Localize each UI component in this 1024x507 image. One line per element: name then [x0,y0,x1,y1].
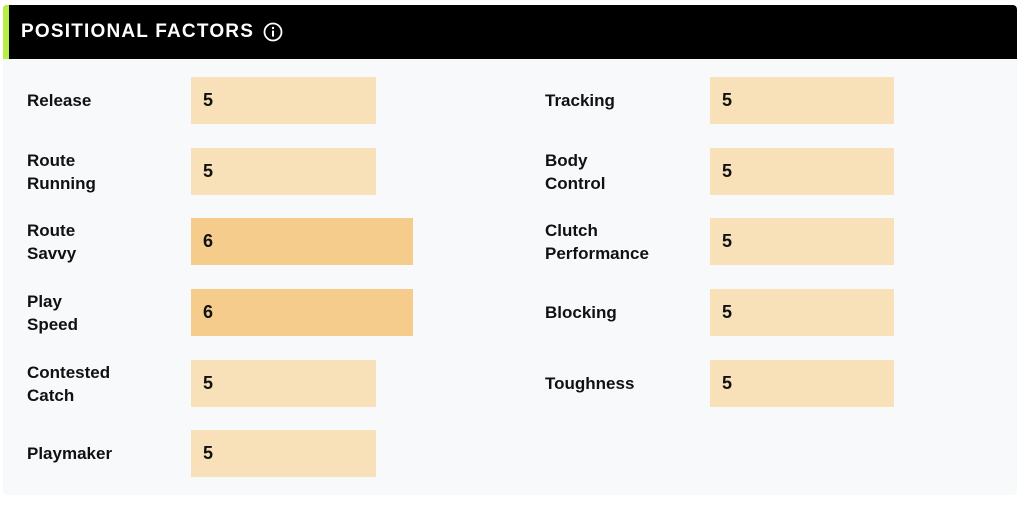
factor-value-bar: 6 [191,218,413,265]
accent-bar [3,5,9,59]
factor-value-bar: 5 [191,77,376,124]
factor-value-bar: 5 [710,289,894,336]
factor-label: Route Running [27,150,96,193]
factor-label: Release [27,91,92,110]
factor-label: Body Control [545,150,606,193]
factor-label: Blocking [545,303,617,322]
factor-label: Toughness [545,374,635,393]
factor-label: Route Savvy [27,220,77,263]
info-circle-icon[interactable] [263,22,283,42]
factor-value-bar: 5 [710,148,894,195]
factor-value-bar: 5 [191,430,376,477]
factor-label: Tracking [545,91,615,110]
factor-value-bar: 5 [191,360,376,407]
positional-factors-panel: POSITIONAL FACTORS Release 5 Route Runni… [3,5,1017,495]
factor-value-bar: 5 [710,360,894,407]
factor-value-bar: 6 [191,289,413,336]
factor-value-bar: 5 [710,77,894,124]
factor-label: Play Speed [27,291,79,334]
factor-value-bar: 5 [191,148,376,195]
section-title-wrap: POSITIONAL FACTORS [21,5,283,59]
factor-label: Contested Catch [27,362,111,405]
factor-value-bar: 5 [710,218,894,265]
section-header: POSITIONAL FACTORS [3,5,1017,59]
factor-label: Playmaker [27,444,113,463]
section-title: POSITIONAL FACTORS [21,21,255,42]
factor-label: Clutch Performance [545,220,649,263]
